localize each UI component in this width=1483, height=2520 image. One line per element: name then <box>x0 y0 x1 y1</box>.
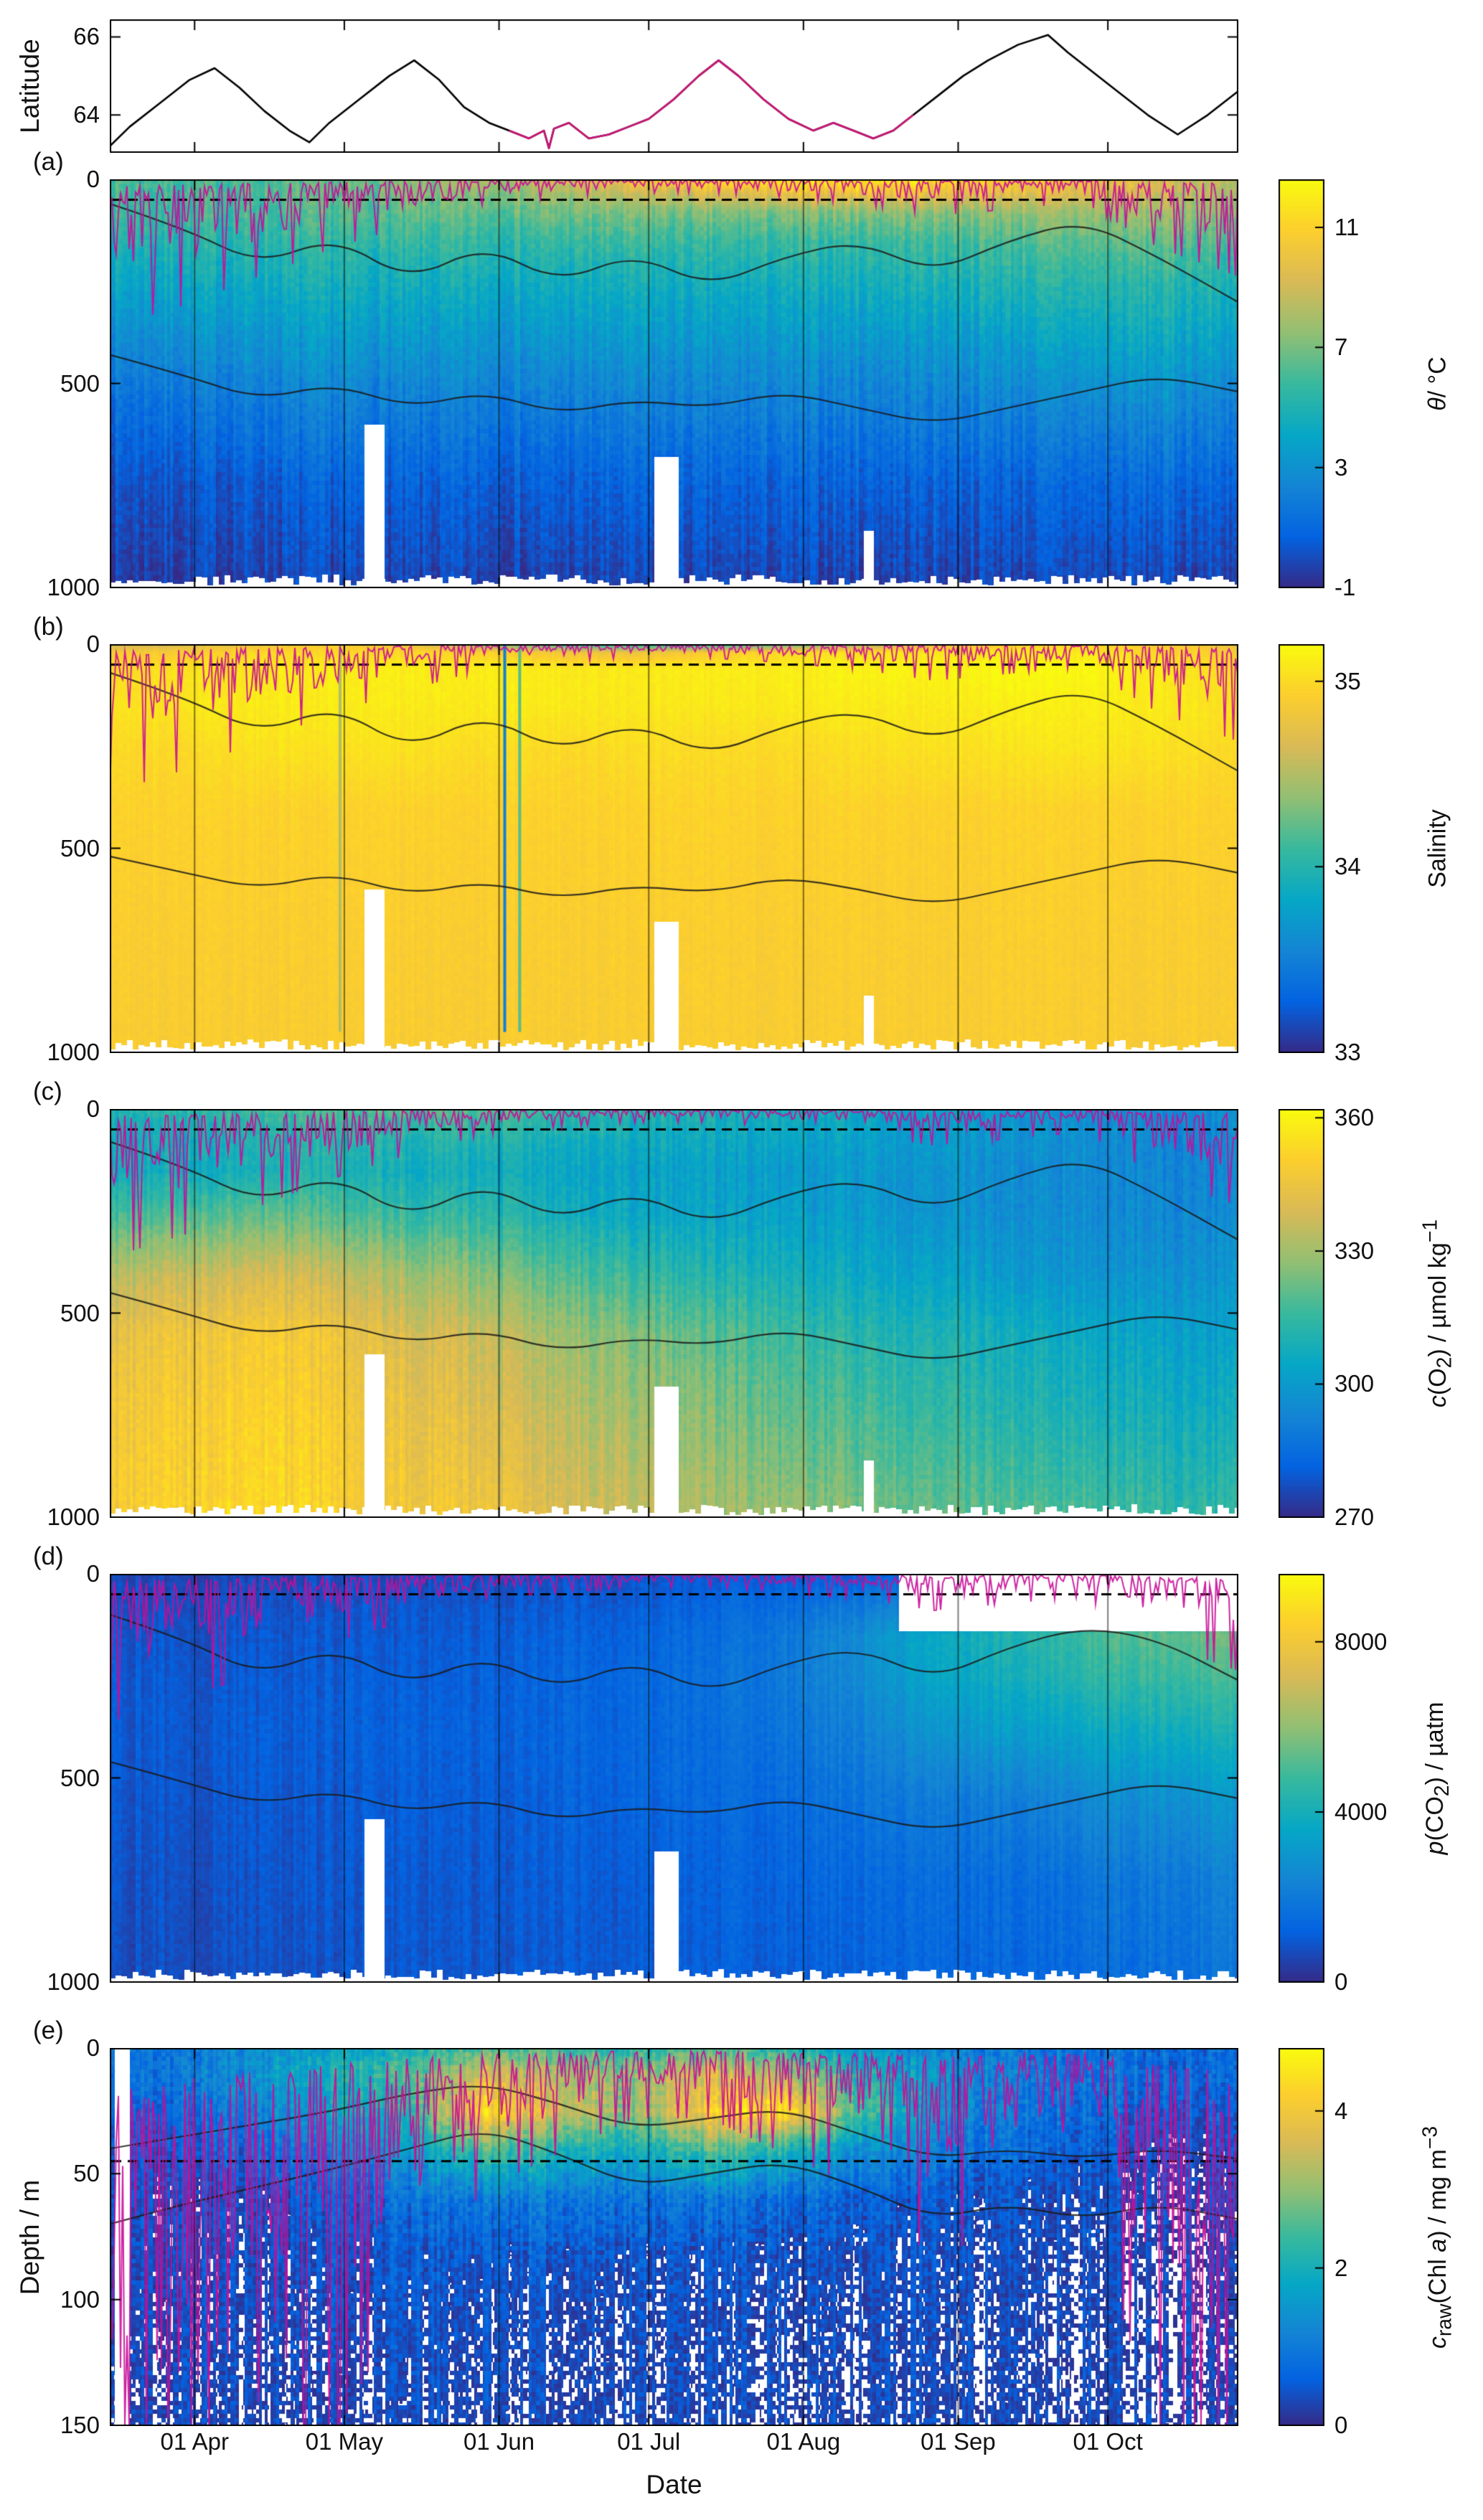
colorbar-label-pco2: p(CO2) / µatm <box>1421 1702 1454 1855</box>
colorbar-tick-label: 330 <box>1334 1237 1375 1264</box>
colorbar-label-temperature: θ/ °C <box>1423 357 1451 411</box>
colorbar-chlorophyll <box>1279 2048 1324 2426</box>
colorbar-tick-label: 11 <box>1334 213 1360 240</box>
colorbar-tick-label: 360 <box>1334 1104 1375 1131</box>
panel-tag-e: (e) <box>33 2016 64 2044</box>
depth-tick-label: 1000 <box>47 1968 100 1995</box>
panel-tag-a: (a) <box>33 148 64 176</box>
x-tick-label: 01 Aug <box>766 2427 841 2455</box>
x-tick-label: 01 Jul <box>617 2427 681 2455</box>
depth-tick-label: 0 <box>86 630 100 657</box>
colorbar-tick-label: 3 <box>1334 453 1348 481</box>
depth-tick-label: 500 <box>60 1299 100 1326</box>
colorbar-temperature <box>1279 179 1324 588</box>
panel-tag-b: (b) <box>33 613 64 641</box>
colorbar-tick-label: 300 <box>1334 1370 1375 1397</box>
panel-tag-d: (d) <box>33 1542 64 1570</box>
depth-tick-label: 100 <box>60 2285 100 2313</box>
depth-tick-label: 500 <box>60 834 100 862</box>
depth-tick-label: 0 <box>86 2034 100 2061</box>
depth-tick-label: 1000 <box>47 1038 100 1065</box>
latitude-tick-label: 64 <box>73 101 100 128</box>
depth-tick-label: 1000 <box>47 573 100 600</box>
cv-c-canvas <box>110 1109 1238 1518</box>
x-tick-label: 01 May <box>305 2427 384 2455</box>
x-tick-label: 01 Jun <box>463 2427 535 2455</box>
colorbar-tick-label: 7 <box>1334 334 1348 361</box>
temperature-section-panel <box>110 179 1238 588</box>
oxygen-section-panel <box>110 1109 1238 1518</box>
colorbar-oxygen <box>1279 1109 1324 1518</box>
cv-a-canvas <box>110 179 1238 588</box>
colorbar-tick-label: 4 <box>1334 2097 1348 2124</box>
colorbar-label-salinity: Salinity <box>1423 809 1451 888</box>
colorbar-tick-label: -1 <box>1334 573 1356 600</box>
depth-tick-label: 50 <box>73 2160 100 2187</box>
cb-d-canvas <box>1279 1574 1324 1983</box>
latitude-tick-label: 66 <box>73 23 100 50</box>
depth-tick-label: 0 <box>86 1559 100 1587</box>
colorbar-tick-label: 0 <box>1334 2411 1348 2438</box>
colorbar-salinity <box>1279 644 1324 1053</box>
depth-tick-label: 150 <box>60 2411 100 2438</box>
pco2-section-panel <box>110 1574 1238 1983</box>
salinity-section-panel <box>110 644 1238 1053</box>
depth-tick-label: 500 <box>60 369 100 397</box>
colorbar-label-oxygen: c(O2) / µmol kg−1 <box>1418 1219 1456 1408</box>
colorbar-tick-label: 2 <box>1334 2254 1348 2281</box>
colorbar-tick-label: 4000 <box>1334 1798 1388 1825</box>
x-axis-label: Date <box>646 2470 702 2499</box>
colorbar-tick-label: 0 <box>1334 1968 1348 1995</box>
cb-c-canvas <box>1279 1109 1324 1518</box>
depth-tick-label: 500 <box>60 1764 100 1791</box>
cb-e-canvas <box>1279 2048 1324 2426</box>
chlorophyll-section-panel <box>110 2048 1238 2426</box>
colorbar-label-chlorophyll: craw(Chl a) / mg m−3 <box>1418 2125 1456 2349</box>
colorbar-tick-label: 270 <box>1334 1503 1375 1530</box>
cb-b-canvas <box>1279 644 1324 1053</box>
cv-lat-canvas <box>110 19 1238 153</box>
cv-b-canvas <box>110 644 1238 1053</box>
colorbar-tick-label: 35 <box>1334 667 1361 694</box>
colorbar-tick-label: 33 <box>1334 1038 1361 1065</box>
depth-tick-label: 0 <box>86 1095 100 1122</box>
x-tick-label: 01 Oct <box>1073 2427 1143 2455</box>
cv-d-canvas <box>110 1574 1238 1983</box>
panel-tag-c: (c) <box>33 1077 62 1105</box>
x-tick-label: 01 Apr <box>160 2427 229 2455</box>
depth-axis-label: Depth / m <box>15 2179 44 2295</box>
x-tick-label: 01 Sep <box>921 2427 996 2455</box>
latitude-track-panel <box>110 19 1238 153</box>
colorbar-tick-label: 8000 <box>1334 1628 1388 1655</box>
colorbar-pco2 <box>1279 1574 1324 1983</box>
depth-tick-label: 1000 <box>47 1503 100 1530</box>
latitude-axis-label: Latitude <box>15 39 44 133</box>
colorbar-tick-label: 34 <box>1334 853 1361 880</box>
depth-tick-label: 0 <box>86 165 100 192</box>
cb-a-canvas <box>1279 179 1324 588</box>
cv-e-canvas <box>110 2048 1238 2426</box>
